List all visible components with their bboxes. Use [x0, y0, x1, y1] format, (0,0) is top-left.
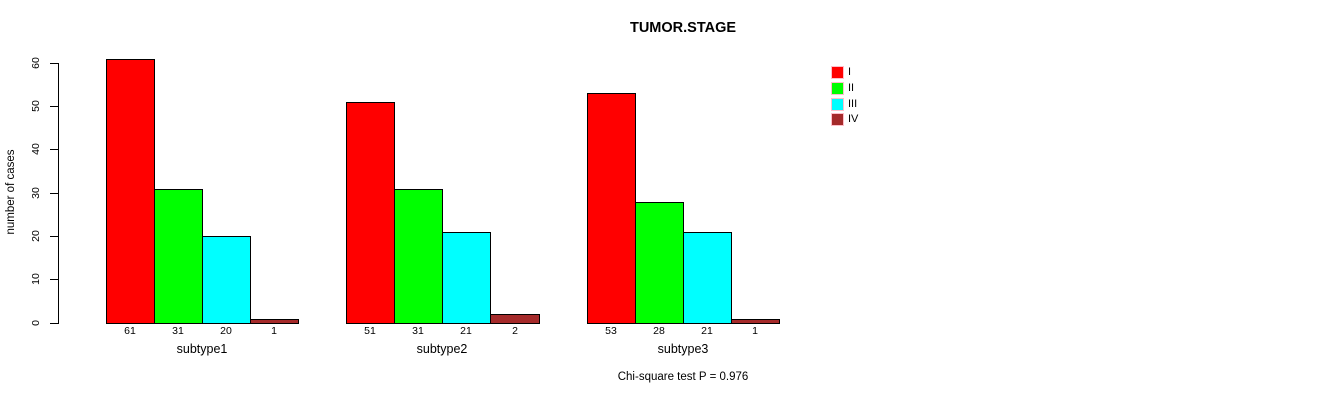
- bar-value-label: 1: [271, 325, 277, 337]
- legend-swatch-I: [831, 66, 844, 79]
- category-label-subtype2: subtype2: [416, 342, 468, 356]
- y-tick-label: 60: [30, 57, 42, 69]
- bar-value-label: 2: [512, 325, 518, 337]
- bar-value-label: 51: [364, 325, 376, 337]
- bar-subtype2-I: [346, 102, 395, 324]
- bar-value-label: 20: [220, 325, 232, 337]
- bar-value-label: 28: [653, 325, 665, 337]
- bar-value-label: 31: [412, 325, 424, 337]
- legend-label-II: II: [848, 82, 855, 94]
- bar-subtype3-I: [587, 93, 636, 324]
- legend-label-IV: IV: [848, 113, 859, 125]
- y-tick-label: 50: [30, 100, 42, 112]
- y-axis-line: [58, 63, 59, 324]
- bar-subtype1-III: [202, 236, 251, 324]
- legend-swatch-IV: [831, 113, 844, 126]
- y-tick: [50, 106, 58, 107]
- y-tick: [50, 236, 58, 237]
- bar-subtype1-II: [154, 189, 203, 324]
- bar-value-label: 1: [752, 325, 758, 337]
- bar-value-label: 53: [605, 325, 617, 337]
- y-tick: [50, 193, 58, 194]
- y-tick: [50, 279, 58, 280]
- legend-swatch-III: [831, 98, 844, 111]
- y-tick-label: 40: [30, 143, 42, 155]
- legend-label-III: III: [848, 98, 858, 110]
- bar-subtype1-I: [106, 59, 155, 324]
- y-tick-label: 30: [30, 187, 42, 199]
- bar-subtype3-II: [635, 202, 684, 324]
- bar-subtype2-IV: [490, 314, 540, 324]
- y-tick: [50, 149, 58, 150]
- bar-subtype2-III: [442, 232, 491, 324]
- y-axis-label: number of cases: [5, 149, 17, 235]
- y-tick-label: 0: [30, 320, 42, 326]
- category-label-subtype3: subtype3: [657, 342, 709, 356]
- bar-subtype2-II: [394, 189, 443, 324]
- y-tick: [50, 323, 58, 324]
- bar-subtype3-IV: [731, 319, 780, 324]
- legend-label-I: I: [848, 66, 852, 78]
- bar-subtype1-IV: [250, 319, 299, 324]
- y-tick-label: 10: [30, 273, 42, 285]
- bar-value-label: 21: [701, 325, 713, 337]
- chart-title: TUMOR.STAGE: [629, 20, 737, 36]
- category-label-subtype1: subtype1: [176, 342, 228, 356]
- y-tick: [50, 63, 58, 64]
- bar-value-label: 31: [172, 325, 184, 337]
- bar-value-label: 61: [124, 325, 136, 337]
- bar-value-label: 21: [460, 325, 472, 337]
- bar-subtype3-III: [683, 232, 732, 324]
- legend-swatch-II: [831, 82, 844, 95]
- y-tick-label: 20: [30, 230, 42, 242]
- annotation-text: Chi-square test P = 0.976: [617, 371, 749, 383]
